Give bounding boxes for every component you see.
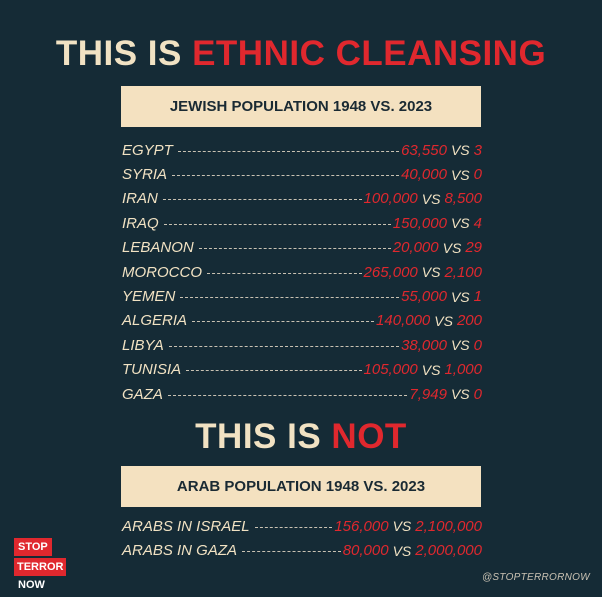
headline-bottom-part2: NOT <box>331 417 407 456</box>
vs-label: VS <box>450 288 470 305</box>
dotted-leader <box>177 150 400 152</box>
country-label: MOROCCO <box>122 263 202 281</box>
value-1948: 100,000 <box>363 190 418 208</box>
value-2023: 1 <box>473 288 482 306</box>
logo-line-now: NOW <box>18 579 45 591</box>
population-row: TUNISIA 105,000 VS 1,000 <box>122 358 482 382</box>
value-2023: 2,100 <box>444 263 482 281</box>
country-label: TUNISIA <box>122 361 182 379</box>
vs-label: VS <box>392 518 412 535</box>
value-1948: 55,000 <box>401 288 447 306</box>
country-label: YEMEN <box>122 288 176 306</box>
value-2023: 4 <box>473 214 482 232</box>
population-row: LEBANON 20,000 VS 29 <box>122 236 482 260</box>
arab-population-list: ARABS IN ISRAEL 156,000 VS 2,100,000 ARABS I… <box>122 514 482 563</box>
country-label: SYRIA <box>122 166 168 184</box>
vs-label: VS <box>450 142 470 159</box>
value-2023: 8,500 <box>444 190 482 208</box>
country-label: IRAQ <box>122 214 159 232</box>
value-2023: 2,100,000 <box>415 517 482 535</box>
population-row: IRAQ 150,000 VS 4 <box>122 211 482 235</box>
vs-label: VS <box>450 166 470 183</box>
value-1948: 156,000 <box>334 517 389 535</box>
headline-top-part1: THIS IS <box>55 34 193 73</box>
country-label: EGYPT <box>122 141 173 159</box>
vs-label: VS <box>442 239 462 256</box>
jewish-population-list: EGYPT 63,550 VS 3 SYRIA 40,000 VS 0 IRAN 100,000 V… <box>122 138 482 406</box>
headline-bottom-part1: THIS IS <box>195 417 332 456</box>
headline-bottom: THIS IS NOT <box>0 417 602 457</box>
dotted-leader <box>168 345 400 347</box>
population-row: ARABS IN GAZA 80,000 VS 2,000,000 <box>122 538 482 562</box>
value-1948: 150,000 <box>392 214 447 232</box>
dotted-leader <box>180 297 400 299</box>
jewish-population-banner: JEWISH POPULATION 1948 VS. 2023 <box>121 86 481 127</box>
value-1948: 20,000 <box>392 239 439 257</box>
population-row: EGYPT 63,550 VS 3 <box>122 138 482 162</box>
logo-line-terror: TERROR <box>14 558 67 576</box>
vs-label: VS <box>421 361 441 378</box>
value-1948: 40,000 <box>401 166 447 184</box>
population-row: LIBYA 38,000 VS 0 <box>122 333 482 357</box>
value-1948: 265,000 <box>363 263 418 281</box>
vs-label: VS <box>392 542 412 559</box>
value-2023: 1,000 <box>444 361 482 379</box>
country-label: GAZA <box>122 385 163 403</box>
vs-label: VS <box>421 190 441 207</box>
country-label: ARABS IN GAZA <box>122 542 238 560</box>
value-2023: 200 <box>456 312 482 330</box>
dotted-leader <box>163 223 391 225</box>
vs-label: VS <box>450 386 470 403</box>
country-label: IRAN <box>122 190 158 208</box>
vs-label: VS <box>450 215 470 232</box>
population-row: ALGERIA 140,000 VS 200 <box>122 309 482 333</box>
value-2023: 3 <box>473 141 482 159</box>
value-2023: 0 <box>473 336 482 354</box>
value-1948: 63,550 <box>401 141 447 159</box>
country-label: LEBANON <box>122 239 194 257</box>
logo-line-stop: STOP <box>14 538 52 556</box>
population-row: YEMEN 55,000 VS 1 <box>122 284 482 308</box>
social-handle: @STOPTERRORNOW <box>481 572 590 583</box>
vs-label: VS <box>421 264 441 281</box>
dotted-leader <box>162 199 362 201</box>
population-row: MOROCCO 265,000 VS 2,100 <box>122 260 482 284</box>
arab-population-banner: ARAB POPULATION 1948 VS. 2023 <box>121 466 481 507</box>
population-row: IRAN 100,000 VS 8,500 <box>122 187 482 211</box>
value-1948: 7,949 <box>409 385 447 403</box>
headline-top: THIS IS ETHNIC CLEANSING <box>0 34 602 74</box>
vs-label: VS <box>450 337 470 354</box>
dotted-leader <box>242 551 341 553</box>
dotted-leader <box>198 248 391 250</box>
dotted-leader <box>254 526 333 528</box>
population-row: GAZA 7,949 VS 0 <box>122 382 482 406</box>
value-1948: 38,000 <box>401 336 447 354</box>
value-2023: 29 <box>465 239 482 257</box>
headline-top-part2: ETHNIC CLEANSING <box>192 34 547 73</box>
country-label: ARABS IN ISRAEL <box>122 517 250 535</box>
dotted-leader <box>207 272 362 274</box>
value-2023: 2,000,000 <box>415 542 482 560</box>
vs-label: VS <box>434 312 453 329</box>
value-1948: 80,000 <box>342 542 389 560</box>
country-label: LIBYA <box>122 336 164 354</box>
stop-terror-now-logo: STOP TERROR NOW <box>14 538 74 594</box>
value-2023: 0 <box>473 166 482 184</box>
country-label: ALGERIA <box>122 312 188 330</box>
value-1948: 140,000 <box>376 312 431 330</box>
value-2023: 0 <box>473 385 482 403</box>
dotted-leader <box>167 394 408 396</box>
dotted-leader <box>186 370 362 372</box>
dotted-leader <box>172 175 400 177</box>
value-1948: 105,000 <box>363 361 418 379</box>
dotted-leader <box>192 321 375 323</box>
population-row: SYRIA 40,000 VS 0 <box>122 162 482 186</box>
population-row: ARABS IN ISRAEL 156,000 VS 2,100,000 <box>122 514 482 538</box>
